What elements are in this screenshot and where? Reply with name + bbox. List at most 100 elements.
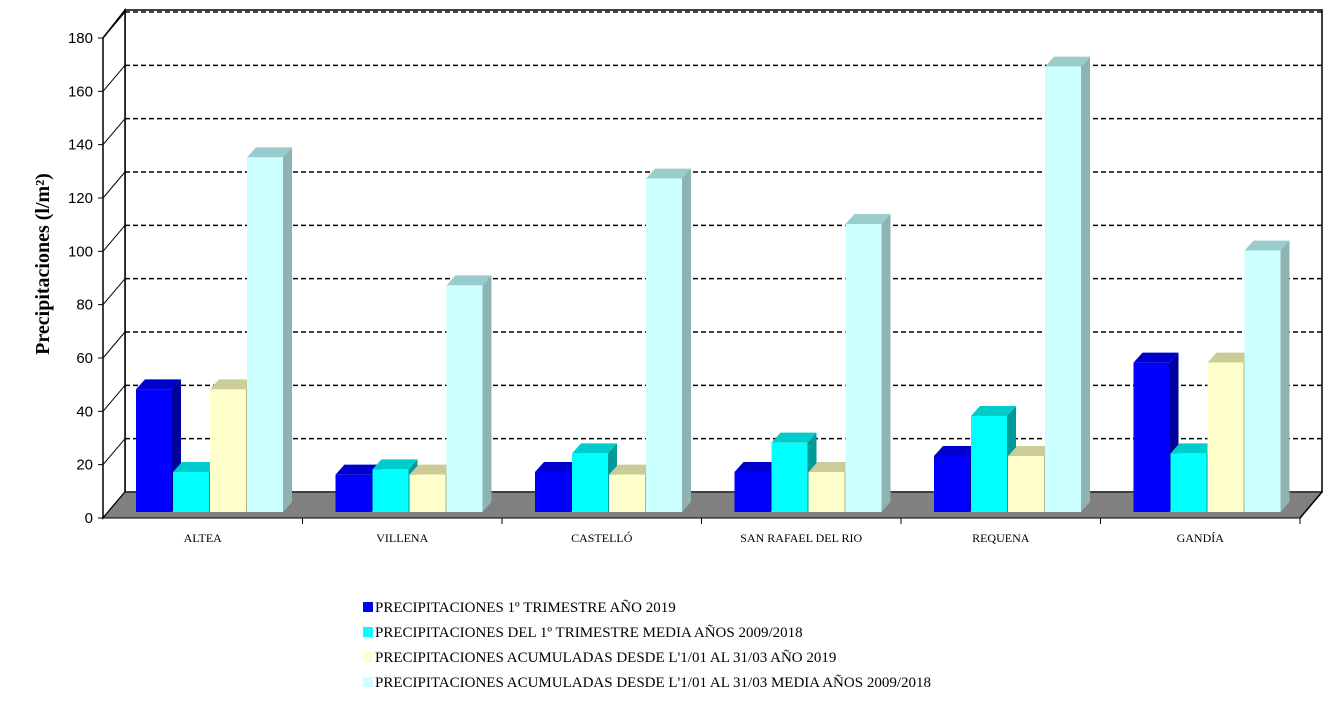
bar <box>136 379 181 512</box>
bar-front <box>535 472 571 512</box>
bar-top <box>646 168 691 179</box>
bar-front <box>734 472 771 512</box>
legend-swatch <box>363 627 373 637</box>
bar-front <box>971 416 1007 512</box>
bar-front <box>247 157 283 513</box>
bar-top <box>934 446 979 456</box>
bar-front <box>771 442 808 512</box>
legend-label: PRECIPITACIONES DEL 1º TRIMESTRE MEDIA A… <box>375 625 803 641</box>
x-tick-label: REQUENA <box>972 531 1030 545</box>
bar-front <box>845 224 882 512</box>
bar-front <box>136 389 172 512</box>
bar <box>646 168 691 512</box>
y-tick-label: 60 <box>76 350 93 367</box>
x-tick-label: GANDÍA <box>1177 531 1225 545</box>
bar-top <box>372 459 418 470</box>
bar-top <box>1045 56 1090 67</box>
bar-top <box>1133 352 1179 363</box>
bar-top <box>808 462 854 472</box>
gridlines <box>102 11 1322 465</box>
bar-top <box>734 462 780 472</box>
bar <box>1244 240 1290 512</box>
y-tick-label: 160 <box>68 83 93 100</box>
gridline-side <box>102 65 126 92</box>
gridline-side <box>102 278 126 305</box>
bar-top <box>609 464 654 475</box>
bar-top <box>210 379 255 390</box>
bar-side <box>482 275 492 512</box>
bar-side <box>1081 56 1090 513</box>
legend-swatch <box>363 677 373 687</box>
bar-top <box>845 214 891 224</box>
y-tick-label: 80 <box>76 297 93 314</box>
bar-top <box>446 275 492 286</box>
y-axis-title: Precipitaciones (l/m²) <box>32 173 54 355</box>
legend-label: PRECIPITACIONES ACUMULADAS DESDE L'1/01 … <box>375 675 931 691</box>
y-tick-label: 20 <box>76 457 93 474</box>
bar-top <box>247 147 292 158</box>
bar-front <box>1008 456 1044 512</box>
bar-top <box>535 462 580 472</box>
gridline-side <box>102 385 126 412</box>
bar-front <box>1133 362 1170 512</box>
x-axis-labels: ALTEA VILLENA CASTELLÓ SAN RAFAEL DEL RIO RE… <box>184 518 1301 545</box>
bar <box>247 147 292 513</box>
bar-top <box>771 432 817 443</box>
bar-top <box>136 379 181 390</box>
gridline-side <box>102 171 126 199</box>
gridline-side <box>102 11 126 39</box>
y-tick-label: 140 <box>68 137 93 154</box>
legend-label: PRECIPITACIONES ACUMULADAS DESDE L'1/01 … <box>375 650 836 666</box>
bar <box>845 214 891 512</box>
bar-side <box>682 168 691 512</box>
y-tick-label: 0 <box>85 510 93 527</box>
bar-top <box>1244 240 1290 251</box>
legend: PRECIPITACIONES 1º TRIMESTRE AÑO 2019 PRE… <box>363 600 931 691</box>
bar-top <box>971 406 1016 416</box>
y-tick-label: 120 <box>68 190 93 207</box>
gridline-side <box>102 118 126 145</box>
bar-top <box>409 464 455 475</box>
bar-front <box>1170 453 1207 512</box>
gridline-side <box>102 225 126 252</box>
bar-front <box>1207 362 1244 512</box>
bar-front <box>1244 250 1281 512</box>
bar-front <box>1045 66 1081 513</box>
gridline-side <box>102 438 126 465</box>
bar-front <box>646 178 682 512</box>
y-tick-label: 40 <box>76 403 93 420</box>
bar-front <box>210 389 246 512</box>
bar-top <box>335 464 381 475</box>
bar-top <box>1207 352 1253 363</box>
bar-top <box>173 462 218 472</box>
bar-front <box>173 472 209 512</box>
bar <box>1045 56 1090 513</box>
bar-front <box>808 472 845 512</box>
floor-right-edge <box>1299 491 1323 519</box>
bar-front <box>372 469 409 512</box>
legend-swatch <box>363 602 373 612</box>
bar-top <box>1170 443 1216 454</box>
bar-side <box>881 214 891 512</box>
bars <box>136 56 1290 513</box>
x-tick-label: VILLENA <box>376 531 428 545</box>
x-tick-label: SAN RAFAEL DEL RIO <box>740 531 862 545</box>
y-axis-ticks: 0 20 40 60 80 100 120 140 160 180 <box>68 30 104 527</box>
bar-top <box>572 443 617 454</box>
bar-side <box>1280 240 1290 512</box>
bar-front <box>934 456 970 512</box>
bar-front <box>446 285 483 512</box>
bar-side <box>283 147 292 513</box>
y-tick-label: 180 <box>68 30 93 47</box>
bar-front <box>609 474 645 512</box>
bar-top <box>1008 446 1053 456</box>
bar <box>446 275 492 512</box>
legend-label: PRECIPITACIONES 1º TRIMESTRE AÑO 2019 <box>375 600 676 616</box>
x-tick-label: ALTEA <box>184 531 223 545</box>
gridline-side <box>102 331 126 359</box>
bar-front <box>409 474 446 512</box>
bar-front <box>335 474 372 512</box>
bar-front <box>572 453 608 512</box>
x-tick-label: CASTELLÓ <box>571 531 633 545</box>
